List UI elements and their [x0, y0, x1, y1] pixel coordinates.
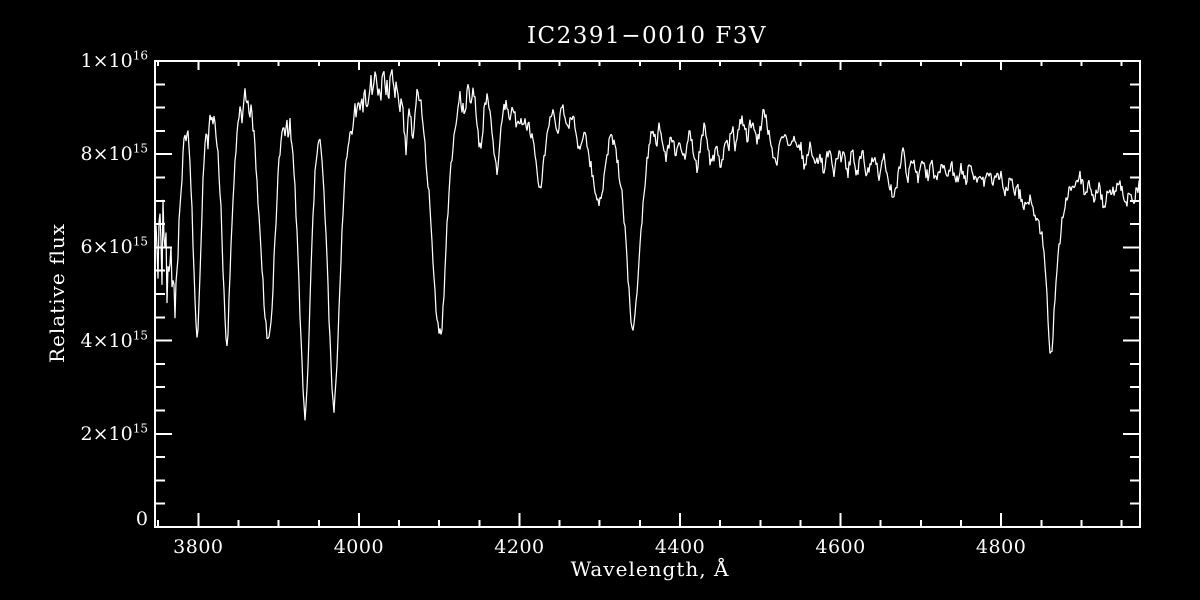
y-tick-label: 8×1015 [80, 141, 148, 166]
y-tick-label: 0 [135, 508, 148, 530]
x-axis-label: Wavelength, Å [570, 557, 730, 581]
spectrum-line [154, 69, 1141, 421]
x-tick-label: 4800 [975, 536, 1027, 558]
x-tick-label: 3800 [173, 536, 224, 558]
y-tick-label: 1×1016 [80, 48, 148, 72]
y-ticks [155, 60, 1140, 528]
y-tick-label: 2×1015 [80, 421, 148, 445]
x-ticks [157, 61, 1123, 527]
chart-title: IC2391−0010 F3V [526, 23, 768, 49]
y-tick-label: 6×1015 [80, 235, 148, 259]
y-tick-label: 4×1015 [80, 328, 148, 352]
y-axis-label: Relative flux [45, 222, 69, 364]
x-tick-label: 4600 [815, 536, 866, 558]
x-tick-label: 4000 [333, 536, 385, 558]
x-tick-label: 4200 [494, 536, 545, 558]
x-tick-label: 4400 [654, 536, 706, 558]
axis-box [154, 60, 1141, 528]
